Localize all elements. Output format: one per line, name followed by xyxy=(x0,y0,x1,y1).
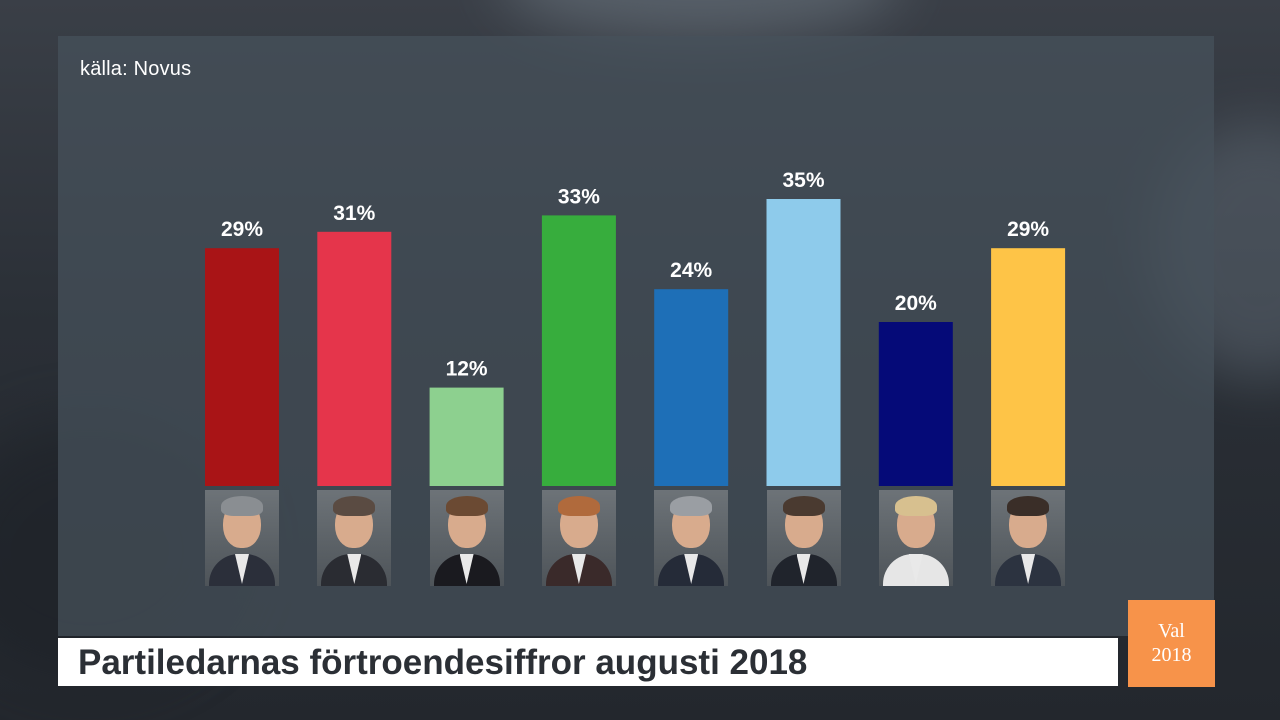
bar-4 xyxy=(541,215,616,486)
bar-8 xyxy=(991,248,1066,486)
bar-1 xyxy=(205,248,279,486)
bar-6 xyxy=(766,199,841,486)
source-label: källa: Novus xyxy=(80,58,192,80)
bar-label-5: 24% xyxy=(670,259,712,282)
bar-3 xyxy=(429,387,504,486)
bar-label-6: 35% xyxy=(782,169,824,192)
bar-5 xyxy=(654,289,729,486)
bar-label-1: 29% xyxy=(221,218,263,241)
bar-label-7: 20% xyxy=(895,292,937,315)
bar-label-8: 29% xyxy=(1007,218,1049,241)
logo-line-1: Val xyxy=(1158,620,1185,642)
bar-2 xyxy=(317,231,392,486)
logo-line-2: 2018 xyxy=(1151,644,1192,666)
bar-label-4: 33% xyxy=(558,185,600,208)
chart-title: Partiledarnas förtroendesiffror augusti … xyxy=(78,643,808,682)
bar-label-2: 31% xyxy=(333,202,375,225)
title-bar xyxy=(58,638,1118,686)
val-2018-logo: Val 2018 xyxy=(1128,600,1215,687)
bar-7 xyxy=(878,322,953,486)
bar-label-3: 12% xyxy=(446,358,488,381)
